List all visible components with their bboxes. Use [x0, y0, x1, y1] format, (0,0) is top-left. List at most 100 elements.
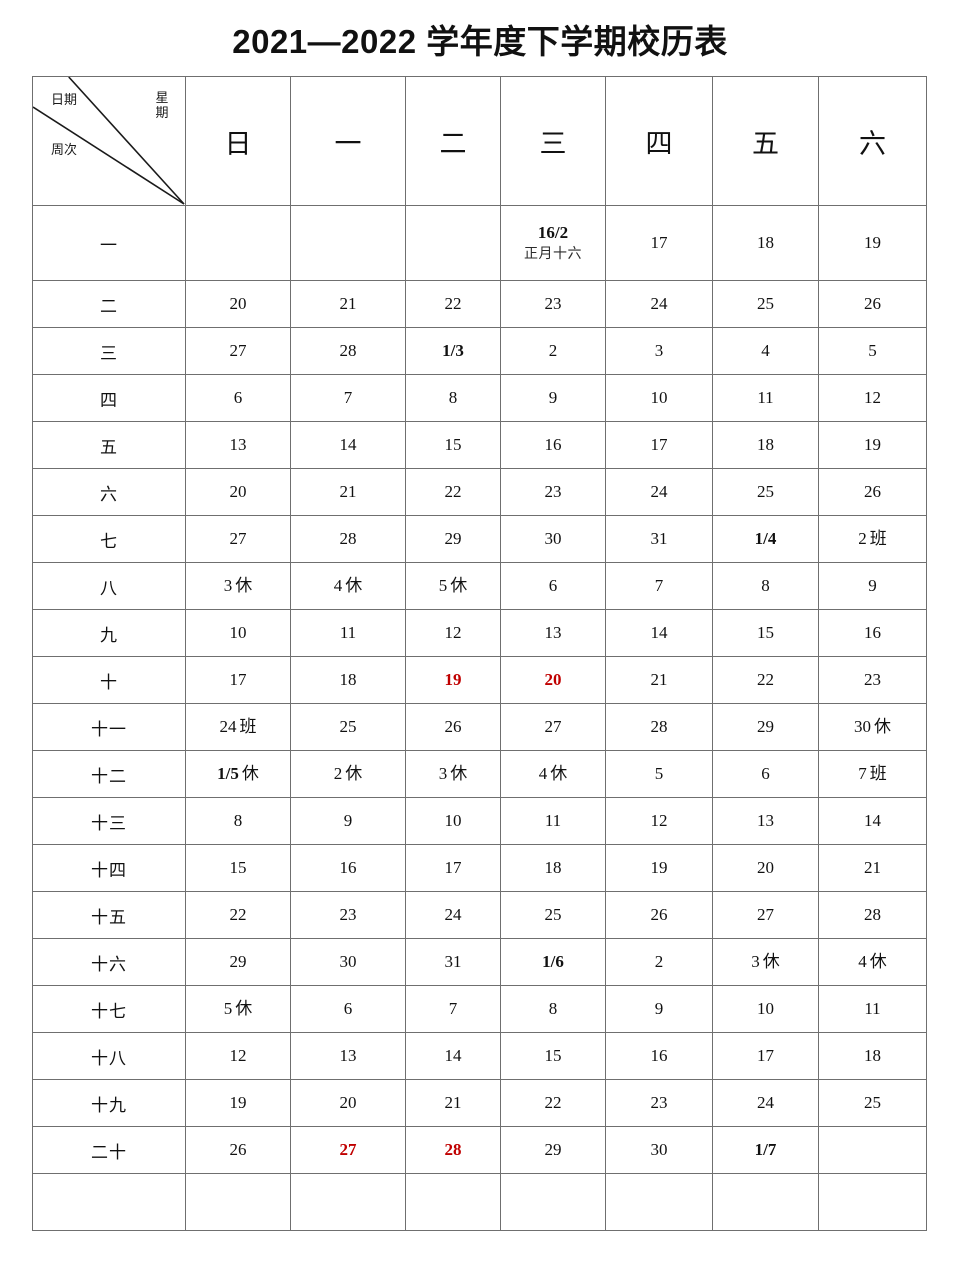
calendar-day-cell[interactable]: 9	[605, 985, 713, 1034]
calendar-day-cell[interactable]	[818, 1173, 927, 1232]
calendar-day-cell[interactable]: 14	[405, 1032, 501, 1081]
calendar-day-cell[interactable]: 22	[405, 468, 501, 517]
calendar-day-cell[interactable]: 12	[185, 1032, 291, 1081]
calendar-day-cell[interactable]: 22	[712, 656, 819, 705]
calendar-day-cell[interactable]: 26	[605, 891, 713, 940]
calendar-day-cell[interactable]: 3	[605, 327, 713, 376]
calendar-day-cell[interactable]: 19	[185, 1079, 291, 1128]
calendar-day-cell[interactable]: 18	[712, 421, 819, 470]
calendar-day-cell[interactable]: 20	[185, 468, 291, 517]
calendar-day-cell[interactable]: 30	[290, 938, 406, 987]
calendar-day-cell[interactable]	[405, 1173, 501, 1232]
calendar-day-cell[interactable]: 28	[290, 327, 406, 376]
calendar-day-cell[interactable]: 9	[818, 562, 927, 611]
calendar-day-cell[interactable]: 26	[405, 703, 501, 752]
calendar-day-cell[interactable]: 24	[712, 1079, 819, 1128]
calendar-day-cell[interactable]: 1/4	[712, 515, 819, 564]
calendar-day-cell[interactable]	[712, 1173, 819, 1232]
calendar-day-cell[interactable]: 28	[405, 1126, 501, 1175]
calendar-day-cell[interactable]	[290, 205, 406, 282]
calendar-day-cell[interactable]: 23	[818, 656, 927, 705]
calendar-day-cell[interactable]: 30 休	[818, 703, 927, 752]
calendar-day-cell[interactable]: 7	[290, 374, 406, 423]
calendar-day-cell[interactable]: 4	[712, 327, 819, 376]
calendar-day-cell[interactable]: 21	[405, 1079, 501, 1128]
calendar-day-cell[interactable]: 1/5 休	[185, 750, 291, 799]
calendar-day-cell[interactable]: 11	[290, 609, 406, 658]
calendar-day-cell[interactable]: 19	[818, 205, 927, 282]
calendar-day-cell[interactable]: 16	[605, 1032, 713, 1081]
calendar-day-cell[interactable]: 17	[185, 656, 291, 705]
calendar-day-cell[interactable]: 8	[185, 797, 291, 846]
calendar-day-cell[interactable]: 7	[405, 985, 501, 1034]
calendar-day-cell[interactable]: 25	[500, 891, 606, 940]
calendar-day-cell[interactable]: 25	[712, 468, 819, 517]
calendar-day-cell[interactable]: 9	[500, 374, 606, 423]
calendar-day-cell[interactable]: 6	[500, 562, 606, 611]
calendar-day-cell[interactable]: 17	[605, 205, 713, 282]
calendar-day-cell[interactable]: 18	[818, 1032, 927, 1081]
calendar-day-cell[interactable]	[185, 205, 291, 282]
calendar-day-cell[interactable]: 28	[818, 891, 927, 940]
calendar-day-cell[interactable]: 7	[605, 562, 713, 611]
calendar-day-cell[interactable]: 1/7	[712, 1126, 819, 1175]
calendar-day-cell[interactable]: 30	[605, 1126, 713, 1175]
calendar-day-cell[interactable]: 14	[290, 421, 406, 470]
calendar-day-cell[interactable]: 25	[818, 1079, 927, 1128]
calendar-day-cell[interactable]: 21	[605, 656, 713, 705]
calendar-day-cell[interactable]: 22	[185, 891, 291, 940]
calendar-day-cell[interactable]: 13	[712, 797, 819, 846]
calendar-day-cell[interactable]: 16/2 正月十六	[500, 205, 606, 282]
calendar-day-cell[interactable]: 21	[290, 468, 406, 517]
calendar-day-cell[interactable]: 10	[712, 985, 819, 1034]
calendar-day-cell[interactable]: 31	[405, 938, 501, 987]
calendar-day-cell[interactable]: 6	[290, 985, 406, 1034]
calendar-day-cell[interactable]: 10	[605, 374, 713, 423]
calendar-day-cell[interactable]: 19	[405, 656, 501, 705]
calendar-day-cell[interactable]: 20	[712, 844, 819, 893]
calendar-day-cell[interactable]: 26	[818, 468, 927, 517]
calendar-day-cell[interactable]: 10	[405, 797, 501, 846]
calendar-day-cell[interactable]: 17	[605, 421, 713, 470]
calendar-day-cell[interactable]: 27	[500, 703, 606, 752]
calendar-day-cell[interactable]: 16	[818, 609, 927, 658]
calendar-day-cell[interactable]: 26	[185, 1126, 291, 1175]
calendar-day-cell[interactable]: 6	[712, 750, 819, 799]
calendar-day-cell[interactable]: 12	[405, 609, 501, 658]
calendar-day-cell[interactable]: 2	[500, 327, 606, 376]
calendar-day-cell[interactable]: 9	[290, 797, 406, 846]
calendar-day-cell[interactable]: 29	[500, 1126, 606, 1175]
calendar-day-cell[interactable]: 28	[605, 703, 713, 752]
calendar-day-cell[interactable]: 19	[605, 844, 713, 893]
calendar-day-cell[interactable]: 23	[605, 1079, 713, 1128]
calendar-day-cell[interactable]: 11	[500, 797, 606, 846]
calendar-day-cell[interactable]	[605, 1173, 713, 1232]
calendar-day-cell[interactable]: 22	[405, 280, 501, 329]
calendar-day-cell[interactable]	[500, 1173, 606, 1232]
calendar-day-cell[interactable]: 21	[818, 844, 927, 893]
calendar-day-cell[interactable]: 27	[712, 891, 819, 940]
calendar-day-cell[interactable]: 18	[712, 205, 819, 282]
calendar-day-cell[interactable]: 23	[500, 280, 606, 329]
calendar-day-cell[interactable]: 15	[185, 844, 291, 893]
calendar-day-cell[interactable]: 17	[712, 1032, 819, 1081]
calendar-day-cell[interactable]: 21	[290, 280, 406, 329]
calendar-day-cell[interactable]: 11	[818, 985, 927, 1034]
calendar-day-cell[interactable]: 18	[290, 656, 406, 705]
calendar-day-cell[interactable]: 5	[605, 750, 713, 799]
calendar-day-cell[interactable]: 20	[290, 1079, 406, 1128]
calendar-day-cell[interactable]	[185, 1173, 291, 1232]
calendar-day-cell[interactable]: 24	[405, 891, 501, 940]
calendar-day-cell[interactable]: 25	[712, 280, 819, 329]
calendar-day-cell[interactable]: 20	[500, 656, 606, 705]
calendar-day-cell[interactable]: 29	[185, 938, 291, 987]
calendar-day-cell[interactable]: 12	[818, 374, 927, 423]
calendar-day-cell[interactable]: 23	[500, 468, 606, 517]
calendar-day-cell[interactable]: 8	[500, 985, 606, 1034]
